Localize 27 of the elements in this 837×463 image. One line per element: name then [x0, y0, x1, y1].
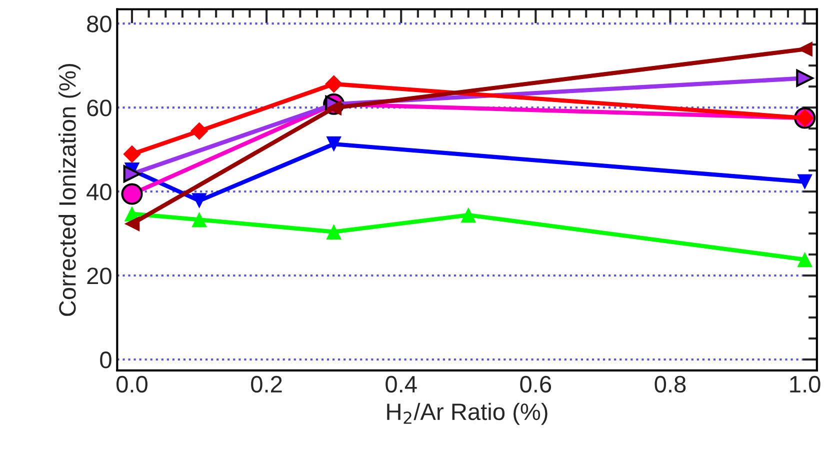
point — [123, 165, 141, 183]
x-axis-title: H$_{2}$/Ar Ratio (%) — [387, 402, 548, 425]
x-tick-label: 0.8 — [654, 376, 686, 393]
y-axis-title: Corrected Ionization (%) — [58, 64, 80, 316]
x-tick-label: 1.0 — [790, 376, 820, 393]
x-tick-label: 0.2 — [251, 376, 282, 393]
point — [460, 207, 476, 223]
point — [121, 183, 143, 205]
x-tick-label: 0.6 — [520, 376, 552, 393]
x-tick-label: 0.0 — [116, 376, 148, 393]
point — [326, 224, 342, 240]
point — [190, 122, 208, 140]
point — [192, 212, 207, 228]
point — [796, 69, 814, 87]
y-tick-label: 20 — [87, 268, 112, 284]
point — [797, 252, 812, 268]
point — [123, 145, 141, 163]
x-tick-label: 0.4 — [386, 376, 417, 393]
y-tick-label: 0 — [100, 352, 112, 368]
point — [124, 216, 140, 232]
y-tick-label: 40 — [86, 184, 112, 200]
y-tick-label: 60 — [87, 100, 112, 116]
y-tick-label: 80 — [87, 16, 112, 32]
point — [192, 193, 207, 208]
point — [324, 75, 343, 93]
point — [797, 174, 812, 190]
point — [326, 136, 342, 152]
